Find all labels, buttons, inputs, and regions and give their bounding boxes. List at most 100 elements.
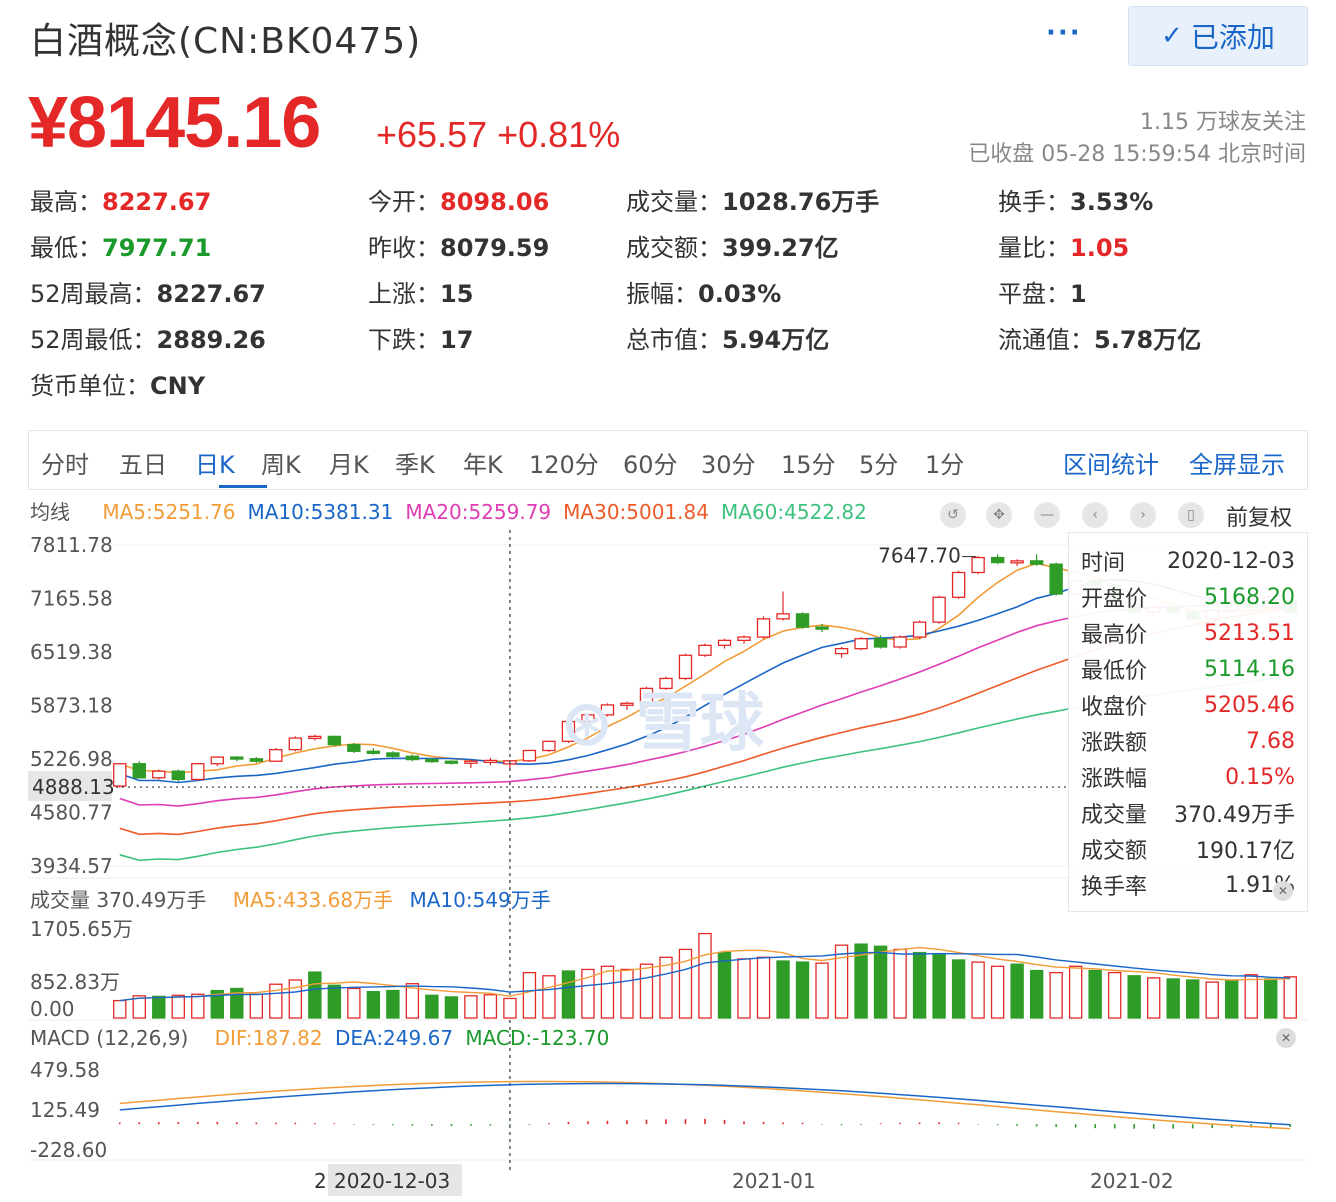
volume-bar <box>327 984 342 1019</box>
tooltip-key: 最低价 <box>1081 659 1148 684</box>
candle-body <box>327 735 342 746</box>
stat-value: 1028.76万手 <box>722 188 880 216</box>
added-label: 已添加 <box>1190 21 1275 54</box>
stat-label: 52周最高： <box>30 280 157 308</box>
peak-price-label: 7647.70 <box>878 544 961 568</box>
move-icon[interactable]: ✥ <box>986 502 1012 528</box>
tooltip-key: 换手率 <box>1081 875 1148 900</box>
volume-bar <box>425 994 439 1019</box>
volume-bar <box>1029 969 1044 1019</box>
undo-icon[interactable]: ↺ <box>940 502 966 528</box>
tab-8[interactable]: 60分 <box>623 451 678 479</box>
tab-7[interactable]: 120分 <box>529 451 599 479</box>
tooltip-value: 190.17亿 <box>1196 839 1295 864</box>
volume-axis-label: 1705.65万 <box>30 917 133 941</box>
x-axis-label-crosshair: 2020-12-03 <box>334 1169 450 1193</box>
candle-body <box>366 750 381 754</box>
volume-bar <box>795 961 810 1019</box>
stat-label: 昨收： <box>368 234 440 262</box>
macd-dea: DEA:249.67 <box>334 1026 454 1050</box>
macd-axis-label: -228.60 <box>30 1138 107 1162</box>
volume-bar <box>873 945 888 1019</box>
candle-body <box>620 702 634 706</box>
volume-bar <box>1049 971 1063 1019</box>
volume-bar <box>249 993 264 1019</box>
candle-body <box>756 618 771 638</box>
more-options-button[interactable]: ··· <box>1046 18 1082 48</box>
volume-bar <box>834 944 849 1019</box>
volume-bar <box>191 993 205 1019</box>
x-axis-label: 2021-01 <box>732 1169 816 1193</box>
tab-6[interactable]: 年K <box>463 451 503 479</box>
stat-label: 成交额： <box>626 234 722 262</box>
volume-bar <box>366 990 381 1019</box>
tooltip-close-icon[interactable]: ✕ <box>1273 881 1293 901</box>
candle-body <box>815 626 829 630</box>
tab-5[interactable]: 季K <box>395 451 435 479</box>
tooltip-key: 成交量 <box>1081 803 1148 828</box>
stat-label: 成交量： <box>626 188 722 216</box>
volume-bar <box>503 997 517 1019</box>
volume-ma5: MA5:433.68万手 <box>232 888 394 912</box>
tab-2[interactable]: 日K <box>195 451 235 479</box>
candle-body <box>795 613 810 628</box>
volume-ma10-line <box>119 951 1291 1002</box>
candle-body <box>659 677 673 690</box>
candle-body <box>464 760 478 764</box>
chevron-left-icon[interactable]: ‹ <box>1082 502 1108 528</box>
ma-item: MA5:5251.76 <box>102 500 236 524</box>
range-stats-button[interactable]: 区间统计 <box>1063 451 1159 479</box>
tab-12[interactable]: 1分 <box>925 451 965 479</box>
stat-label: 货币单位： <box>30 372 150 400</box>
tooltip-row: 开盘价 5168.20 <box>1081 579 1295 615</box>
tab-11[interactable]: 5分 <box>859 451 899 479</box>
page-title: 白酒概念(CN:BK0475) <box>30 21 422 62</box>
candle-body <box>893 636 907 648</box>
volume-bar <box>1010 963 1024 1019</box>
macd-value: MACD:-123.70 <box>465 1026 610 1050</box>
tab-4[interactable]: 月K <box>329 451 369 479</box>
tooltip-value: 5168.20 <box>1204 584 1295 610</box>
fullscreen-button[interactable]: 全屏显示 <box>1189 451 1285 479</box>
stat-value: 17 <box>440 326 474 354</box>
tab-9[interactable]: 30分 <box>701 451 756 479</box>
added-watchlist-button[interactable]: ✓ 已添加 <box>1128 6 1308 66</box>
volume-bar <box>347 987 361 1019</box>
candle-body <box>990 556 1005 564</box>
volume-bar <box>951 959 966 1019</box>
stat-item: 52周最高：8227.67 <box>30 274 266 309</box>
tab-1[interactable]: 五日 <box>119 451 167 479</box>
ma-item: MA30:5001.84 <box>563 500 709 524</box>
macd-dif: DIF:187.82 <box>214 1026 323 1050</box>
adjust-mode-label[interactable]: 前复权 <box>1226 506 1293 531</box>
stat-item: 振幅：0.03% <box>626 274 781 309</box>
tooltip-row: 成交量 370.49万手 <box>1081 795 1295 831</box>
volume-bar <box>210 989 224 1019</box>
tooltip-row: 最低价 5114.16 <box>1081 651 1295 687</box>
tooltip-row: 最高价 5213.51 <box>1081 615 1295 651</box>
tab-0[interactable]: 分时 <box>41 451 89 479</box>
volume-bar <box>971 961 985 1019</box>
lock-icon[interactable]: ▯ <box>1178 502 1204 528</box>
tab-10[interactable]: 15分 <box>781 451 836 479</box>
macd-close-icon[interactable]: ✕ <box>1276 1028 1296 1048</box>
stat-value: 8227.67 <box>102 188 212 216</box>
tab-3[interactable]: 周K <box>261 451 301 479</box>
volume-bar <box>171 994 185 1019</box>
stat-item: 下跌：17 <box>368 320 473 355</box>
chevron-right-icon[interactable]: › <box>1130 502 1156 528</box>
macd-label: MACD (12,26,9) <box>30 1026 189 1050</box>
volume-bar <box>1166 978 1180 1019</box>
minus-icon[interactable]: — <box>1034 502 1060 528</box>
crosshair-date-box <box>328 1164 462 1196</box>
stat-label: 流通值： <box>998 326 1094 354</box>
volume-label: 成交量 370.49万手 <box>30 888 207 912</box>
candle-body <box>834 647 849 655</box>
stat-value: 5.78万亿 <box>1094 326 1202 354</box>
ma-legend: 均线 MA5:5251.76 MA10:5381.31 MA20:5259.79 MA… <box>30 496 879 525</box>
stat-label: 下跌： <box>368 326 440 354</box>
macd-axis-label: 125.49 <box>30 1098 100 1122</box>
candle-body <box>132 763 146 779</box>
ma-item: MA10:5381.31 <box>247 500 394 524</box>
